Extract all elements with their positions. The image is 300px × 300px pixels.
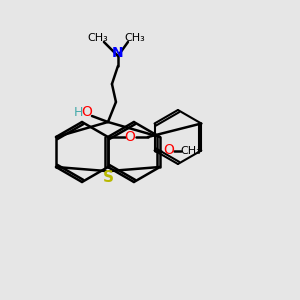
Text: CH₃: CH₃: [124, 33, 145, 43]
Text: S: S: [103, 169, 113, 184]
Text: O: O: [163, 143, 174, 158]
Text: O: O: [124, 130, 135, 144]
Text: O: O: [82, 105, 92, 119]
Text: CH₃: CH₃: [88, 33, 108, 43]
Text: CH₃: CH₃: [180, 146, 201, 155]
Text: H: H: [73, 106, 83, 118]
Text: N: N: [112, 46, 124, 60]
